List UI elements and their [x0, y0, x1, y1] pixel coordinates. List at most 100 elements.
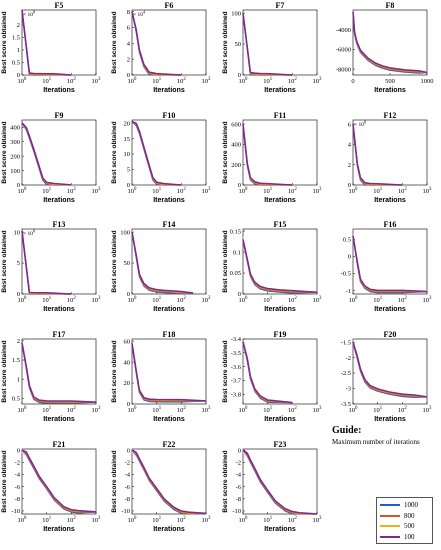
x-tick-label: 101: [152, 516, 162, 524]
subplot-f8: -8000 -6000 -4000 0 500 1000 F8 Iterations: [336, 1, 434, 94]
plot-area: [131, 119, 207, 186]
subplot-f23: -10 -8 -6 -4 -2 0 100 101 102 103 F23 Iterations Bes…: [222, 440, 322, 533]
x-tick-label: 103: [313, 406, 323, 414]
x-tick-label: 100: [239, 77, 249, 85]
plot-area: [21, 119, 97, 186]
x-tick-label: 102: [288, 406, 298, 414]
guide-title: Guide:: [332, 425, 362, 436]
series-line: [21, 122, 72, 186]
subplot-f16: -1 -0.5 0 0.5 100 101 102 103 F16 Iterations: [341, 220, 432, 313]
x-tick-label: 101: [373, 187, 383, 195]
series-line: [242, 341, 293, 404]
y-tick-label: -3.8: [231, 392, 241, 399]
y-tick-label: 0.05: [230, 270, 241, 277]
x-tick-label: 500: [385, 78, 395, 85]
y-tick-label: 0.15: [230, 228, 241, 235]
x-tick-label: 101: [373, 296, 383, 304]
y-tick-label: 15: [124, 136, 131, 143]
y-tick-label: 0.5: [12, 395, 20, 402]
series-line: [131, 343, 207, 402]
y-tick-label: -6000: [336, 47, 351, 54]
y-tick-label: -0.5: [341, 271, 351, 278]
x-tick-label: 102: [288, 296, 298, 304]
subplot-f19: -3.8 -3.7 -3.6 -3.5 -3.4 100 101 102 103 F19 Itera…: [222, 330, 322, 423]
y-tick-label: 10: [14, 229, 21, 236]
plot-area: [131, 338, 207, 405]
x-tick-label: 0: [351, 78, 354, 85]
y-axis-label: Best score obtained: [111, 450, 118, 512]
x-tick-label: 103: [313, 296, 323, 304]
x-tick-label: 101: [42, 77, 52, 85]
series-line: [352, 11, 428, 74]
x-tick-label: 100: [18, 77, 28, 85]
x-tick-label: 102: [398, 296, 408, 304]
series-line: [21, 342, 97, 403]
x-axis-label: Iterations: [153, 526, 185, 533]
legend: 1000 800 500 100: [376, 497, 433, 544]
subplot-f13: 0 5 10 100 101 102 103 F13 × 108 Iterations Best s…: [1, 220, 101, 313]
plot-area: [352, 9, 428, 76]
subplot-f12: 0 2 4 6 100 101 102 103 F12 × 108 Iterations: [348, 111, 432, 204]
y-axis-label: Best score obtained: [111, 340, 118, 402]
y-axis-label: Best score obtained: [222, 11, 229, 73]
series-line: [131, 231, 194, 294]
legend-item: 100: [380, 532, 429, 543]
y-tick-label: 1: [17, 47, 20, 54]
y-tick-label: -2: [15, 460, 20, 467]
y-tick-label: 20: [124, 380, 131, 387]
subplot-f22: -10 -8 -6 -4 -2 0 100 101 102 103 F22 Iterations Bes…: [111, 440, 211, 533]
series-line: [131, 120, 182, 186]
x-axis-label: Iterations: [374, 306, 406, 313]
y-tick-label: 0: [17, 182, 20, 189]
x-tick-label: 103: [92, 296, 102, 304]
subplot-f7: 0 50 100 100 101 102 103 F7 Iterations Best score…: [222, 1, 322, 94]
subplot-title: F11: [274, 111, 286, 120]
y-tick-label: 400: [10, 124, 20, 131]
y-tick-label: 2: [17, 22, 20, 29]
x-tick-label: 103: [313, 187, 323, 195]
x-tick-label: 100: [239, 187, 249, 195]
plot-area: [21, 228, 97, 295]
y-tick-label: 200: [231, 162, 241, 169]
guide-subtitle: Maximum number of iterations: [332, 438, 420, 446]
y-tick-label: 0.5: [343, 236, 351, 243]
series-line: [21, 449, 97, 513]
y-tick-label: 0.1: [233, 249, 241, 256]
x-tick-label: 101: [263, 77, 273, 85]
x-axis-label: Iterations: [153, 416, 185, 423]
x-tick-label: 100: [239, 516, 249, 524]
y-tick-label: -8000: [336, 66, 351, 73]
x-tick-label: 101: [152, 77, 162, 85]
y-axis-label: Best score obtained: [1, 230, 8, 292]
y-exponent: × 108: [23, 10, 35, 19]
x-tick-label: 101: [152, 296, 162, 304]
y-axis-label: Best score obtained: [111, 121, 118, 183]
y-tick-label: 0: [127, 291, 130, 298]
y-tick-label: 8: [127, 9, 130, 16]
x-axis-label: Iterations: [264, 526, 296, 533]
y-tick-label: -2: [125, 460, 130, 467]
x-tick-label: 101: [42, 406, 52, 414]
legend-item: 1000: [380, 500, 429, 511]
y-tick-label: 6: [127, 25, 131, 32]
y-tick-label: 0: [348, 254, 351, 261]
series-line: [242, 449, 318, 515]
y-tick-label: -8: [15, 496, 20, 503]
x-tick-label: 101: [152, 187, 162, 195]
y-axis-label: Best score obtained: [1, 340, 8, 402]
x-tick-label: 100: [128, 296, 138, 304]
x-tick-label: 102: [177, 296, 187, 304]
y-exponent: × 108: [23, 229, 35, 238]
legend-item: 800: [380, 511, 429, 522]
y-tick-label: 2: [348, 162, 351, 169]
subplot-title: F5: [55, 1, 64, 10]
x-tick-label: 103: [202, 516, 212, 524]
x-tick-label: 101: [42, 187, 52, 195]
legend-label: 800: [404, 511, 415, 520]
x-axis-label: Iterations: [43, 306, 75, 313]
subplot-title: F21: [53, 440, 66, 449]
subplot-f18: 0 20 40 60 100 101 102 103 F18 Iterations Best sco…: [111, 330, 211, 423]
x-tick-label: 100: [128, 516, 138, 524]
y-tick-label: 4: [127, 40, 131, 47]
series-line: [131, 11, 182, 76]
